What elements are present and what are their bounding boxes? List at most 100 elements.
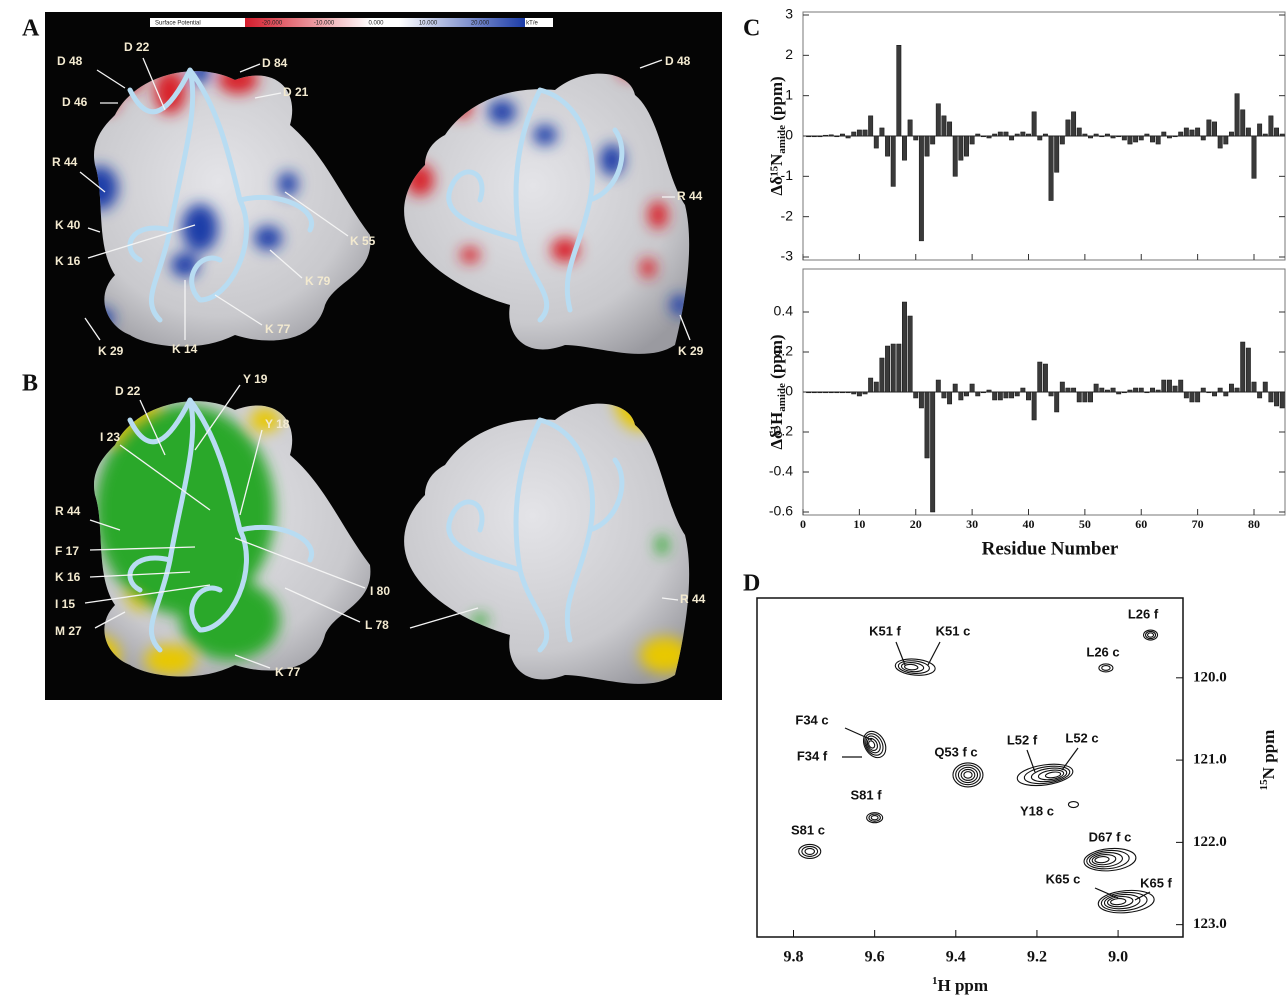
- bar: [1195, 391, 1201, 403]
- peak-label: Y18 c: [1020, 803, 1054, 818]
- residue-label: R 44: [52, 155, 78, 169]
- peak-leader: [927, 641, 941, 666]
- bar: [834, 391, 840, 394]
- panel-letter: C: [743, 16, 760, 42]
- peak-label: S81 f: [850, 787, 882, 802]
- contour-ring: [804, 847, 816, 855]
- y-axis-label-main: Δδ¹H: [767, 412, 786, 450]
- molecular-surfaces: [446, 417, 625, 653]
- bar: [828, 391, 834, 394]
- residue-label: D 84: [262, 56, 288, 70]
- bar: [902, 135, 907, 161]
- bar: [1150, 135, 1155, 143]
- x-axis-label-sup: 1: [932, 975, 938, 987]
- contour-ring: [1101, 664, 1111, 671]
- contour-ring: [955, 764, 981, 786]
- leader-line: [234, 537, 366, 589]
- leader-line: [269, 249, 303, 279]
- bar: [1054, 391, 1060, 413]
- peak-leader: [1094, 887, 1119, 899]
- bar: [1245, 127, 1251, 137]
- bar: [1099, 135, 1105, 138]
- peak-label: F34 c: [795, 712, 828, 727]
- molecular-surfaces: [254, 226, 282, 250]
- bar: [1048, 391, 1054, 397]
- bar: [980, 391, 986, 394]
- bar: [1059, 135, 1065, 145]
- bar: [885, 345, 891, 393]
- bar: [1088, 135, 1093, 139]
- y-axis-label: 15N ppm: [1258, 730, 1278, 791]
- bar: [1183, 127, 1189, 137]
- residue-label: K 77: [265, 322, 291, 336]
- bar: [935, 103, 941, 137]
- bar: [907, 315, 913, 393]
- contour-ring: [1106, 895, 1134, 908]
- bar: [913, 135, 919, 141]
- bar: [947, 391, 953, 405]
- bar: [1031, 391, 1037, 421]
- x-tick-label: 40: [1022, 517, 1034, 531]
- leader-line: [661, 597, 679, 601]
- leader-line: [254, 92, 282, 99]
- contour-ring: [1044, 771, 1062, 779]
- bar: [840, 391, 845, 394]
- residue-label: D 48: [57, 54, 83, 68]
- bar: [947, 121, 953, 137]
- contour-ring: [1067, 800, 1080, 809]
- bar: [964, 135, 969, 157]
- peak-label: D67 f c: [1089, 829, 1132, 844]
- bar: [879, 127, 885, 137]
- bar: [964, 391, 969, 397]
- y-tick-label: 0.2: [774, 343, 794, 359]
- y-tick-label: 121.0: [1193, 752, 1227, 768]
- bar: [890, 343, 896, 393]
- peak-label: K65 f: [1140, 875, 1172, 890]
- y-tick-label: 0: [785, 127, 793, 143]
- contour-ring: [1083, 847, 1137, 872]
- residue-label: K 40: [55, 218, 81, 232]
- bar: [1037, 135, 1043, 141]
- contour-ring: [866, 812, 884, 824]
- y-tick-label: 2: [785, 46, 793, 62]
- x-tick-label: 30: [966, 517, 978, 531]
- bar: [1042, 363, 1048, 393]
- contour-ring: [900, 662, 925, 673]
- bar: [845, 391, 851, 394]
- peak-leader: [1134, 891, 1151, 901]
- bar: [1262, 381, 1268, 393]
- bar: [1172, 135, 1178, 138]
- leader-line: [234, 654, 271, 669]
- leader-line: [87, 227, 101, 233]
- bar: [1161, 379, 1167, 393]
- bar: [1071, 111, 1077, 137]
- bar: [1172, 385, 1178, 393]
- bar: [1110, 135, 1116, 139]
- bar: [1020, 387, 1026, 393]
- bar: [1121, 391, 1127, 394]
- bar: [806, 391, 812, 394]
- bar: [1189, 391, 1195, 403]
- bar: [1144, 133, 1150, 137]
- leader-line: [214, 294, 263, 326]
- bar: [879, 357, 885, 393]
- bar: [1093, 383, 1099, 393]
- bar: [873, 135, 879, 149]
- leader-line: [94, 611, 126, 629]
- bar: [924, 135, 930, 157]
- x-tick-label: 9.6: [865, 949, 885, 966]
- bar: [952, 383, 958, 393]
- bar: [902, 301, 907, 393]
- bar: [907, 119, 913, 137]
- contour-ring: [1097, 889, 1155, 914]
- bar: [1014, 391, 1020, 397]
- peak-leader: [1026, 749, 1036, 773]
- residue-label: R 44: [55, 504, 81, 518]
- bar: [1183, 391, 1189, 399]
- x-tick-label: 9.2: [1027, 949, 1047, 966]
- leader-line: [194, 384, 241, 451]
- x-axis-label-main: H ppm: [937, 976, 988, 995]
- colorbar: [150, 18, 553, 27]
- x-tick-label: 9.0: [1108, 949, 1128, 966]
